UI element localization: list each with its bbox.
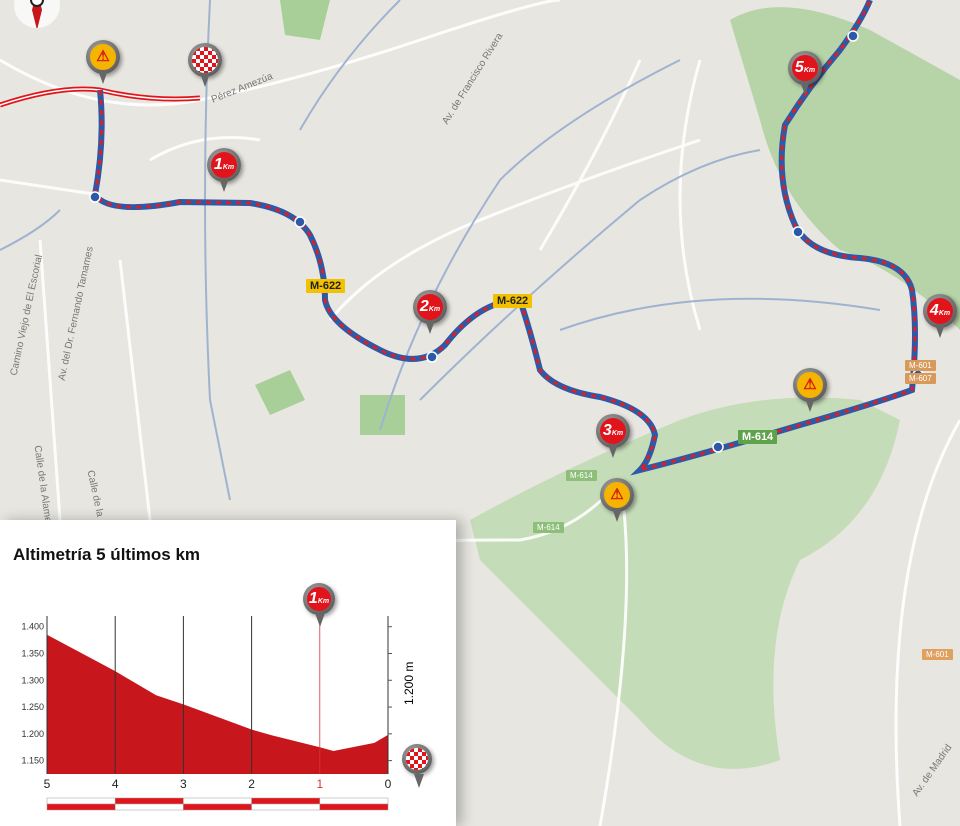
road-label-m601: M-601 [905, 360, 936, 371]
warning-marker[interactable]: ⚠ [86, 40, 120, 84]
scale-bar-segment [319, 797, 389, 805]
warning-marker[interactable]: ⚠ [793, 368, 827, 412]
x-tick-label: 3 [180, 777, 187, 791]
chart-title: Altimetría 5 últimos km [13, 545, 201, 564]
x-tick-label: 2 [248, 777, 255, 791]
scale-bar-segment [251, 803, 321, 811]
compass-icon [14, 0, 60, 30]
scale-bar-segment [319, 803, 389, 811]
x-tick-label: 4 [112, 777, 119, 791]
km-number: 1 [213, 156, 223, 173]
park-area [255, 370, 305, 415]
km-unit: Km [938, 310, 951, 317]
elevation-profile-chart: 5 4 3 2 1 0 1.400 1.350 1.300 1.250 1.200 1.150 [21, 616, 392, 811]
y-tick-label: 1.150 [21, 756, 44, 766]
y-tick-label: 1.250 [21, 702, 44, 712]
y-tick-label: 1.400 [21, 622, 44, 632]
road-label-m622: M-622 [306, 279, 346, 293]
km-number: 3 [602, 422, 612, 439]
km-marker-1[interactable]: 1Km [207, 148, 241, 192]
scale-bar-segment [46, 797, 116, 805]
km-number: 2 [419, 298, 429, 315]
scale-bar-segment [46, 803, 116, 811]
road-label-m614: M-614 [533, 522, 564, 533]
road-label-m601: M-601 [922, 649, 953, 660]
checkered-flag-icon [406, 748, 428, 770]
km-unit: Km [222, 164, 235, 171]
road-label-m614: M-614 [738, 430, 778, 444]
road-label-m622: M-622 [493, 294, 533, 308]
scale-bar-segment [114, 803, 184, 811]
park-area [470, 397, 900, 769]
altimetry-panel: Altimetría 5 últimos km 5 4 3 2 1 0 1.400 1.350… [0, 520, 456, 826]
km-unit: Km [317, 598, 330, 605]
finish-altitude-label: 1.200 m [402, 661, 416, 705]
x-tick-label: 1 [316, 777, 323, 791]
km-unit: Km [428, 306, 441, 313]
km-marker-2[interactable]: 2Km [413, 290, 447, 334]
road-label-m607: M-607 [905, 373, 936, 384]
km-unit: Km [611, 430, 624, 437]
scale-bar-segment [183, 803, 252, 811]
park-area [730, 7, 960, 331]
km-number: 5 [794, 59, 804, 76]
y-tick-label: 1.350 [21, 648, 44, 658]
km-marker-4[interactable]: 4Km [923, 294, 957, 338]
chart-finish-icon [402, 744, 432, 788]
x-tick-label: 0 [385, 777, 392, 791]
x-tick-label: 5 [44, 777, 51, 791]
checkered-flag-icon [192, 47, 218, 73]
park-area [280, 0, 330, 40]
y-tick-label: 1.200 [21, 729, 44, 739]
scale-bar-segment [114, 797, 184, 805]
km-marker-5[interactable]: 5Km [788, 51, 822, 95]
finish-marker[interactable] [188, 43, 222, 87]
scale-bar-segment [251, 797, 321, 805]
y-tick-label: 1.300 [21, 675, 44, 685]
chart-km-marker-1: 1Km [303, 583, 335, 627]
km-number: 4 [929, 302, 939, 319]
road-label-m614: M-614 [566, 470, 597, 481]
warning-marker[interactable]: ⚠ [600, 478, 634, 522]
km-marker-3[interactable]: 3Km [596, 414, 630, 458]
park-area [360, 395, 405, 435]
km-unit: Km [803, 67, 816, 74]
warning-icon: ⚠ [797, 372, 823, 398]
warning-icon: ⚠ [90, 44, 116, 70]
elevation-area [47, 634, 388, 774]
scale-bar-segment [183, 797, 252, 805]
warning-icon: ⚠ [604, 482, 630, 508]
rivers [0, 0, 881, 501]
km-number: 1 [308, 590, 318, 607]
